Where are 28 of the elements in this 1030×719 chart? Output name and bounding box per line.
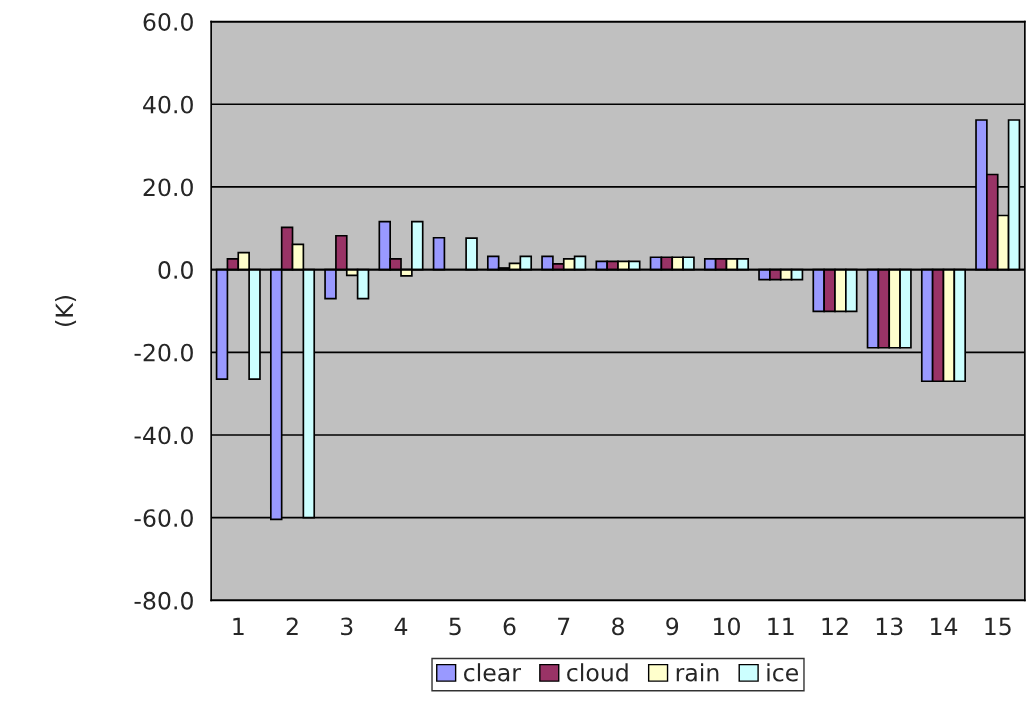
x-tick-label: 7 [558,617,570,635]
x-tick-label: 3 [341,617,353,636]
y-tick-label: 20.0 [143,178,193,197]
x-tick-label: 11 [768,617,794,635]
legend-label: clear [464,663,521,682]
x-tick-label: 15 [985,617,1011,636]
y-tick-label: 60.0 [143,13,193,31]
y-tick-label: -80.0 [134,591,193,610]
x-tick-label: 4 [394,617,408,635]
y-tick-label: 0.0 [158,261,193,279]
y-tick-label: -40.0 [134,426,193,445]
x-tick-label: 10 [714,617,740,636]
x-tick-label: 8 [612,617,624,636]
y-axis-title: (K) [55,296,77,326]
y-tick-label: 40.0 [143,95,193,114]
x-tick-label: 13 [876,617,903,636]
y-tick-label: -60.0 [134,509,193,527]
x-tick-label: 5 [449,617,461,636]
x-tick-label: 1 [233,617,244,635]
legend-label: rain [676,663,719,682]
y-tick-label: -20.0 [134,343,193,362]
x-tick-label: 12 [822,617,848,635]
x-tick-label: 6 [503,617,516,636]
x-tick-label: 14 [931,617,958,635]
x-tick-label: 9 [666,617,679,636]
legend-label: cloud [567,663,628,682]
x-tick-label: 2 [286,617,298,635]
legend-label: ice [767,663,798,682]
